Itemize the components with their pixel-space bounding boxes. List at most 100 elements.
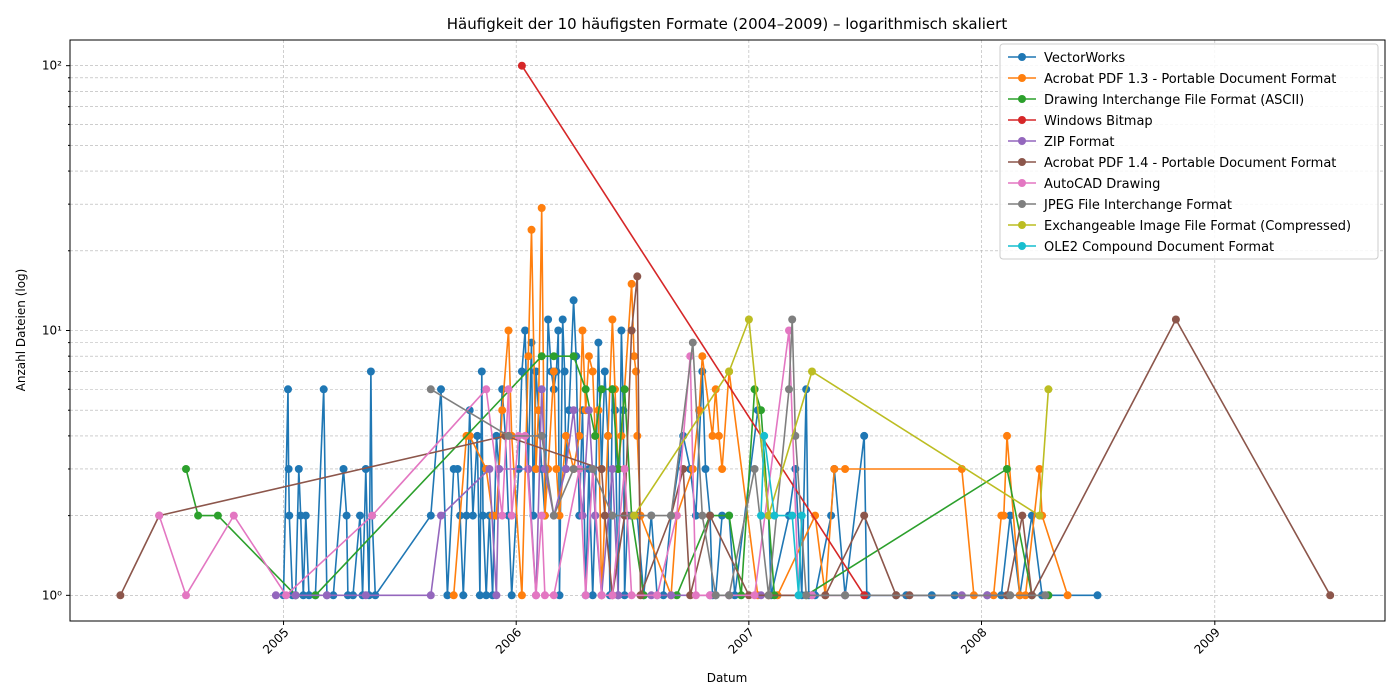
data-point <box>608 385 617 394</box>
data-point <box>725 591 734 600</box>
chart-title: Häufigkeit der 10 häufigsten Formate (20… <box>447 15 1008 33</box>
legend-entry: VectorWorks <box>1008 51 1125 66</box>
data-point <box>443 591 452 600</box>
data-point <box>1093 591 1102 600</box>
data-point <box>604 431 612 440</box>
data-point <box>561 431 570 440</box>
data-point <box>701 465 710 473</box>
data-point <box>549 352 558 361</box>
data-point <box>284 385 292 394</box>
data-point <box>594 338 603 347</box>
x-tick-label: 2005 <box>260 625 291 656</box>
data-point <box>788 315 797 324</box>
legend-label: AutoCAD Drawing <box>1044 177 1160 192</box>
data-point <box>608 315 617 324</box>
legend-entry: OLE2 Compound Document Format <box>1008 240 1274 255</box>
data-point <box>588 367 597 376</box>
data-point <box>569 352 578 361</box>
data-point <box>600 367 609 376</box>
data-point <box>1063 591 1072 600</box>
data-point <box>860 431 869 440</box>
data-point <box>647 511 656 520</box>
data-point <box>802 591 811 600</box>
data-point <box>291 591 300 600</box>
data-point <box>633 272 642 281</box>
data-point <box>1003 431 1011 440</box>
x-axis-title: Datum <box>707 671 748 685</box>
data-point <box>698 511 707 520</box>
data-point <box>630 352 639 361</box>
legend-swatch-marker <box>1018 158 1026 166</box>
series-line <box>521 65 865 596</box>
data-point <box>794 591 803 600</box>
data-point <box>537 511 546 520</box>
data-point <box>1041 591 1050 600</box>
data-point <box>860 511 869 520</box>
data-point <box>462 511 471 520</box>
data-point <box>482 591 491 600</box>
y-axis-title: Anzahl Dateien (log) <box>14 269 28 392</box>
data-point <box>999 511 1008 520</box>
data-point <box>600 511 609 520</box>
data-point <box>1326 591 1335 600</box>
data-point <box>468 511 477 520</box>
series-line <box>452 207 1069 597</box>
data-point <box>770 511 779 520</box>
data-point <box>229 511 238 520</box>
data-point <box>841 465 850 473</box>
data-point <box>569 406 578 415</box>
data-point <box>1044 385 1053 394</box>
data-point <box>482 385 491 394</box>
data-point <box>437 511 445 520</box>
legend-entry: AutoCAD Drawing <box>1008 177 1160 192</box>
data-point <box>498 511 507 520</box>
data-point <box>284 465 293 473</box>
data-point <box>561 465 570 473</box>
data-point <box>686 352 695 361</box>
data-point <box>504 385 513 394</box>
data-point <box>366 367 375 376</box>
data-point <box>498 406 507 415</box>
data-point <box>322 591 331 600</box>
legend-label: JPEG File Interchange Format <box>1043 198 1232 213</box>
data-point <box>485 465 494 473</box>
legend-label: VectorWorks <box>1044 51 1125 66</box>
data-point <box>532 591 540 600</box>
data-point <box>627 591 636 600</box>
data-point <box>356 511 364 520</box>
data-point <box>517 367 526 376</box>
data-point <box>544 315 553 324</box>
data-point <box>608 511 617 520</box>
data-point <box>578 326 587 335</box>
data-point <box>750 465 759 473</box>
data-point <box>540 591 549 600</box>
y-tick-label: 10² <box>42 59 62 73</box>
legend-swatch-marker <box>1018 200 1026 208</box>
data-point <box>453 465 462 473</box>
data-point <box>1006 511 1015 520</box>
data-point <box>578 511 587 520</box>
data-point <box>361 591 370 600</box>
data-point <box>588 465 597 473</box>
legend-entry: ZIP Format <box>1008 135 1115 150</box>
legend-entry: Acrobat PDF 1.4 - Portable Document Form… <box>1008 156 1336 171</box>
data-point <box>194 511 203 520</box>
data-point <box>708 431 717 440</box>
data-point <box>630 511 639 520</box>
data-point <box>537 385 546 394</box>
data-point <box>764 591 773 600</box>
data-point <box>459 591 468 600</box>
series-10 <box>757 431 806 600</box>
legend-entry: Acrobat PDF 1.3 - Portable Document Form… <box>1008 72 1336 87</box>
data-point <box>524 465 533 473</box>
data-point <box>620 465 629 473</box>
data-point <box>744 315 753 324</box>
data-point <box>725 367 734 376</box>
legend-swatch-marker <box>1018 137 1026 145</box>
legend-label: Exchangeable Image File Format (Compress… <box>1044 219 1351 234</box>
legend-label: OLE2 Compound Document Format <box>1044 240 1274 255</box>
data-point <box>830 465 839 473</box>
data-point <box>319 385 328 394</box>
data-point <box>569 296 578 305</box>
data-point <box>558 315 567 324</box>
